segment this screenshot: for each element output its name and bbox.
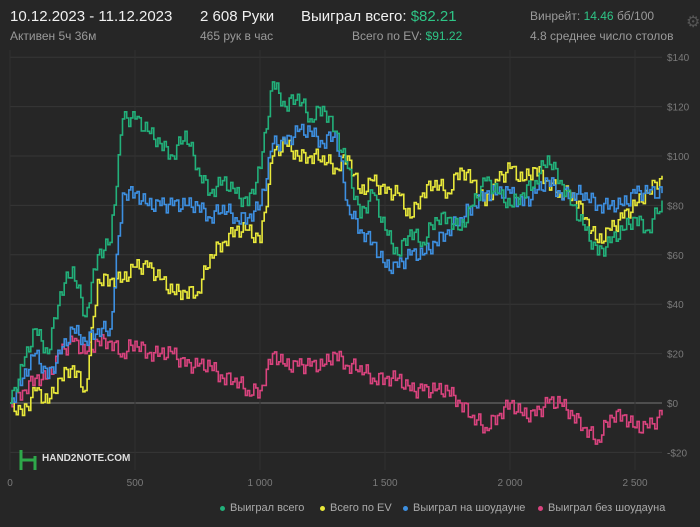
won-total: Выиграл всего: $82.21: [301, 8, 457, 25]
x-tick-label: 500: [127, 478, 144, 489]
y-tick-label: $0: [667, 399, 679, 410]
hand2note-logo: HAND2NOTE.COM: [18, 448, 130, 477]
x-tick-label: 2 500: [622, 478, 647, 489]
x-tick-label: 1 500: [372, 478, 397, 489]
hands-per-hour: 465 рук в час: [200, 29, 274, 43]
legend-item-non-showdown[interactable]: Выиграл без шоудауна: [538, 502, 665, 514]
legend-item-won-total[interactable]: Выиграл всего: [220, 502, 304, 514]
y-tick-label: $80: [667, 201, 684, 212]
logo-icon: [19, 450, 37, 470]
legend-label: Выиграл без шоудауна: [548, 502, 666, 514]
legend-dot: [538, 505, 543, 511]
ev-value: $91.22: [425, 29, 463, 43]
legend-item-showdown[interactable]: Выиграл на шоудауне: [403, 502, 525, 514]
logo-text: HAND2NOTE.COM: [42, 453, 131, 464]
x-tick-label: 0: [7, 478, 13, 489]
won-label: Выиграл всего:: [301, 8, 407, 25]
x-tick-label: 1 000: [247, 478, 272, 489]
y-tick-label: -$20: [667, 448, 687, 459]
winrate-label: Винрейт:: [530, 9, 581, 23]
ev-label: Всего по EV:: [352, 29, 423, 43]
avg-tables: 4.8 среднее число столов: [530, 29, 674, 43]
legend-label: Выиграл на шоудауне: [413, 502, 526, 514]
legend-dot: [403, 505, 408, 511]
series-line-1: [10, 138, 663, 417]
legend-label: Выиграл всего: [230, 502, 305, 514]
legend-dot: [320, 505, 325, 511]
winrate-value: 14.46: [583, 9, 614, 23]
y-tick-label: $140: [667, 53, 690, 64]
series-line-3: [10, 334, 663, 445]
gear-icon[interactable]: ⚙: [686, 14, 700, 31]
date-range: 10.12.2023 - 11.12.2023: [10, 8, 173, 25]
ev-total: Всего по EV: $91.22: [352, 29, 462, 43]
won-value: $82.21: [410, 8, 457, 25]
legend-dot: [220, 505, 225, 511]
y-tick-label: $60: [667, 251, 684, 262]
legend-label: Всего по EV: [330, 502, 392, 514]
hands-count: 2 608 Руки: [200, 8, 275, 25]
x-tick-label: 2 000: [497, 478, 522, 489]
y-tick-label: $20: [667, 350, 684, 361]
y-tick-label: $100: [667, 152, 690, 163]
active-time: Активен 5ч 36м: [10, 29, 97, 43]
winrate-unit: бб/100: [616, 9, 655, 23]
legend-item-ev[interactable]: Всего по EV: [320, 502, 392, 514]
series-line-0: [10, 81, 663, 404]
chart: $140 $120 $100 $80 $60 $40 $20 $0 -$20 0 500 1 000 1…: [7, 53, 690, 489]
winrate: Винрейт: 14.46 бб/100: [530, 9, 654, 23]
series-line-2: [10, 123, 663, 404]
y-tick-label: $40: [667, 300, 684, 311]
y-tick-label: $120: [667, 103, 690, 114]
